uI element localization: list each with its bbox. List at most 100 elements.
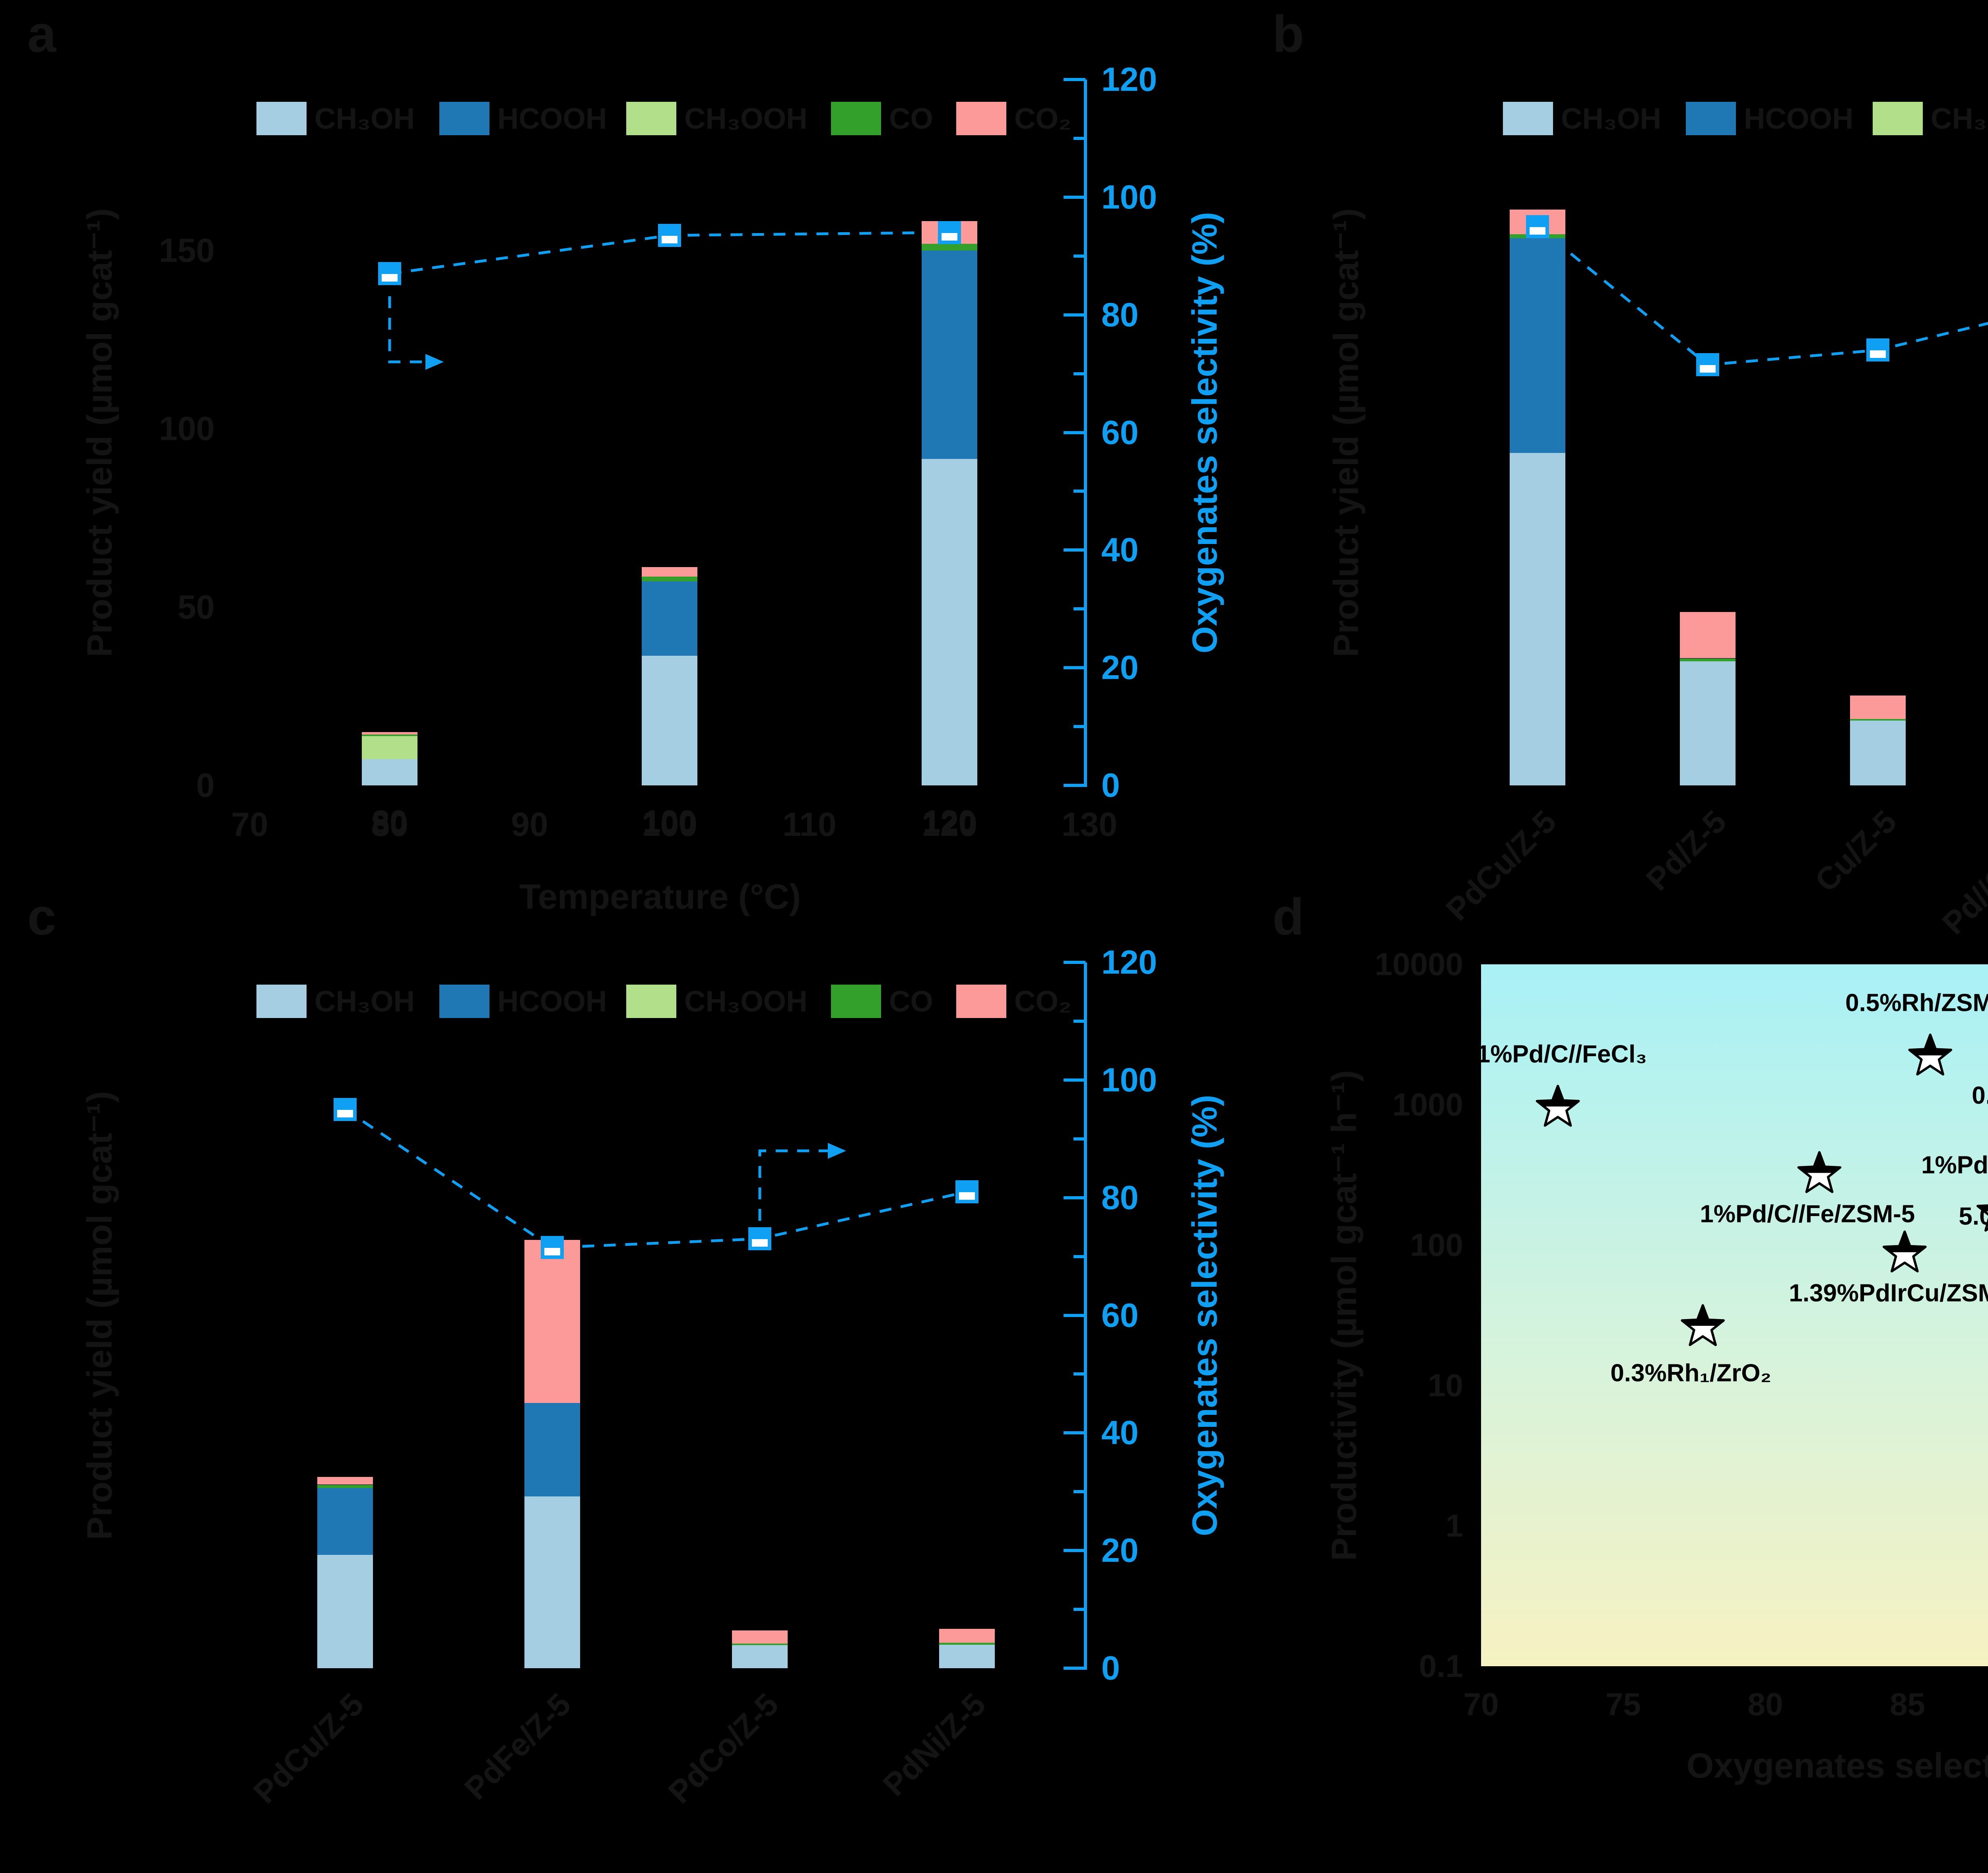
right-axis-tick-c [1074, 1490, 1085, 1494]
left-axis-tick-label: 50 [177, 588, 215, 626]
bar-segment-CH₃OH [362, 759, 417, 785]
right-axis-tick-c [1064, 1431, 1085, 1435]
right-axis-tick-label-c: 120 [1101, 943, 1157, 981]
legend-label: CO [889, 102, 933, 135]
bar-segment-CO [732, 1643, 788, 1646]
x-tick-label: 100 [641, 806, 698, 843]
legend-label: CH₃OH [1561, 102, 1662, 135]
right-axis-tick-a [1074, 372, 1085, 375]
selectivity-line-c [344, 1108, 967, 1249]
right-axis-tick-a [1064, 548, 1085, 552]
selectivity-line-b [1536, 225, 1988, 367]
legend-swatch-CO [831, 102, 881, 135]
right-axis-tick-c [1064, 1196, 1085, 1199]
panel-letter-d: d [1272, 888, 1304, 946]
panel-d-x-tick-label: 70 [1463, 1686, 1499, 1722]
panel-d-x-axis-title: Oxygenates selectivity (%) [1686, 1746, 1988, 1785]
selectivity-marker-c [334, 1098, 357, 1121]
legend-label: CO₂ [1014, 102, 1072, 135]
legend-swatch-CH₃OH [1503, 102, 1553, 135]
panel-d-y-tick-label: 10000 [1375, 946, 1463, 982]
right-axis-tick-label-a: 40 [1101, 531, 1139, 569]
bar-segment-HCOOH [1510, 238, 1565, 453]
right-axis-tick-c [1064, 1667, 1085, 1670]
legend-swatch-CH₃OH [256, 985, 307, 1018]
left-axis-tick-label: 0 [196, 766, 215, 804]
legend-label: CH₃OH [315, 102, 415, 135]
bar-segment-CO [642, 577, 697, 582]
right-axis-tick-a [1064, 78, 1085, 81]
bar-segment-CO [362, 734, 417, 736]
panel-d-y-tick-label: 1000 [1392, 1087, 1463, 1122]
catalyst-star-point [1681, 1304, 1725, 1346]
legend-label: CH₃OOH [1931, 102, 1988, 135]
selectivity-marker-a [938, 221, 961, 244]
axis-indicator-c [758, 1149, 828, 1221]
bar-segment-CH₃OH [317, 1554, 373, 1668]
catalyst-label: 1%Pd/C//Fe/ZSM-5 [1700, 1200, 1915, 1228]
right-axis-tick-a [1074, 490, 1085, 493]
right-axis-tick-label-c: 20 [1101, 1531, 1139, 1569]
right-axis-tick-c [1064, 1549, 1085, 1552]
catalyst-label: 0.3%Rh₁/ZrO₂ [1610, 1359, 1771, 1387]
right-axis-tick-label-c: 80 [1101, 1179, 1139, 1216]
legend-swatch-CH₃OH [256, 102, 307, 135]
selectivity-marker-c [955, 1180, 978, 1203]
legend-label: HCOOH [1744, 102, 1854, 135]
right-axis-tick-label-a: 80 [1101, 296, 1139, 334]
right-axis-tick-a [1064, 666, 1085, 670]
x-tick-label: 80 [371, 806, 408, 843]
catalyst-star-point [1976, 1204, 1988, 1232]
right-axis-tick-label-a: 20 [1101, 649, 1139, 686]
x-tick-label: 90 [511, 806, 548, 843]
bar-segment-HCOOH [317, 1488, 373, 1555]
axis-indicator-a [388, 296, 425, 363]
right-axis-tick-label-a: 120 [1101, 60, 1157, 98]
selectivity-marker-a [658, 223, 681, 247]
panel-letter-b: b [1272, 5, 1304, 63]
right-axis-a [1084, 80, 1087, 787]
catalyst-star-point [1797, 1151, 1842, 1193]
catalyst-label: 0.3%Rh/CeO₂ [1972, 1082, 1988, 1109]
right-axis-tick-a [1074, 725, 1085, 729]
bar-segment-CH₃OH [1850, 721, 1906, 785]
right-axis-c [1084, 962, 1087, 1670]
right-axis-tick-a [1064, 431, 1085, 434]
right-axis-tick-a [1074, 607, 1085, 611]
right-axis-tick-c [1074, 1255, 1085, 1258]
panel-d-y-tick-label: 100 [1410, 1227, 1463, 1263]
legend-swatch-CH₃OOH [1873, 102, 1923, 135]
legend-swatch-HCOOH [439, 985, 489, 1018]
bar-segment-CO₂ [1680, 612, 1736, 659]
selectivity-marker-b [1696, 353, 1719, 377]
bar-segment-CH₃OH [922, 459, 977, 785]
catalyst-label: 0.5%Rh/ZSM-5 [1845, 989, 1988, 1017]
bar-segment-CH₃OOH [362, 736, 417, 759]
right-axis-tick-c [1074, 1608, 1085, 1611]
x-category-label: 120 [923, 804, 976, 839]
right-axis-tick-label-a: 100 [1101, 178, 1157, 216]
bar-segment-CH₃OH [732, 1645, 788, 1668]
panel-d-x-tick-label: 75 [1606, 1686, 1641, 1722]
legend-label: HCOOH [497, 102, 607, 135]
x-tick-label: 110 [782, 806, 837, 843]
catalyst-star-point [1908, 1034, 1952, 1076]
x-tick-label: 70 [231, 806, 268, 843]
bar-segment-CO₂ [732, 1630, 788, 1644]
legend-label: HCOOH [497, 985, 607, 1018]
bar-segment-CO₂ [1850, 695, 1906, 719]
legend-swatch-HCOOH [1686, 102, 1736, 135]
panel-letter-c: c [27, 888, 56, 946]
left-axis-tick-label: 100 [159, 410, 215, 447]
bar-segment-CH₃OH [642, 655, 697, 785]
bar-segment-CO [922, 243, 977, 251]
right-axis-tick-c [1074, 1137, 1085, 1141]
legend-swatch-CO [831, 985, 881, 1018]
legend-label: CH₃OOH [684, 102, 808, 135]
x-tick-label: 120 [921, 806, 978, 843]
selectivity-marker-c [541, 1236, 564, 1259]
axis-indicator-arrowhead-a [425, 354, 444, 370]
panel-d-plot-area [1481, 964, 1988, 1666]
axis-indicator-arrowhead-c [828, 1143, 846, 1159]
